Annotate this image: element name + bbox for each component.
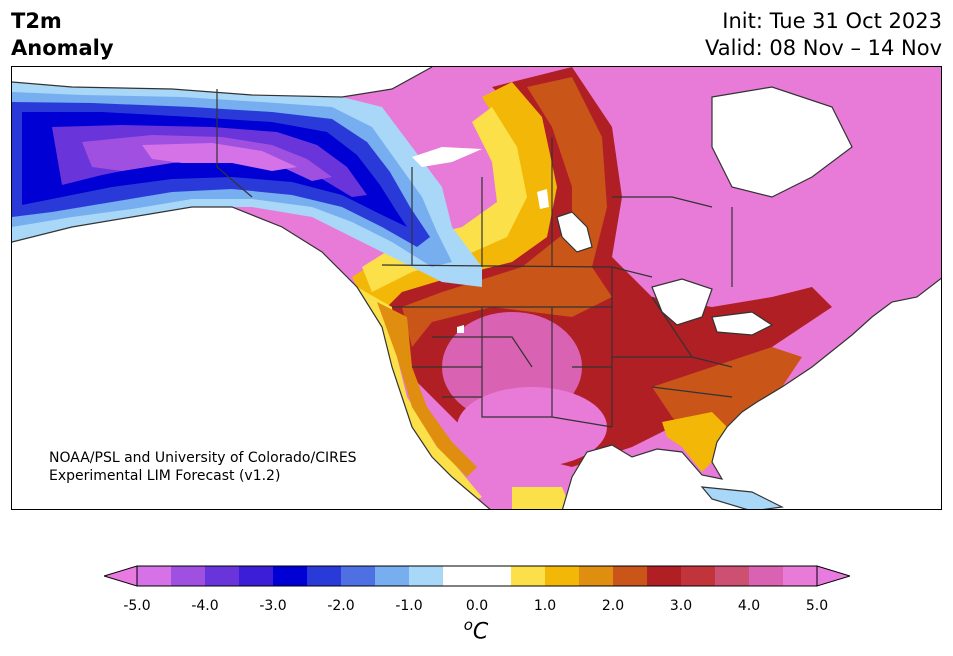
forecast-dates: Init: Tue 31 Oct 2023 Valid: 08 Nov – 14…: [705, 8, 942, 62]
colorbar-swatch: [341, 566, 376, 586]
colorbar-swatch: [715, 566, 750, 586]
colorbar-tick-label: -5.0: [123, 598, 151, 614]
colorbar-tick-label: 4.0: [737, 598, 761, 614]
valid-dates: Valid: 08 Nov – 14 Nov: [705, 36, 942, 60]
colorbar-unit: oC: [464, 616, 489, 644]
colorbar-tick-label: 1.0: [533, 598, 557, 614]
colorbar-tick-label: -4.0: [191, 598, 219, 614]
colorbar-swatch: [749, 566, 784, 586]
colorbar-swatch: [375, 566, 410, 586]
attribution-line-1: NOAA/PSL and University of Colorado/CIRE…: [49, 450, 357, 466]
anomaly-map: [11, 66, 942, 510]
colorbar-swatch: [205, 566, 240, 586]
colorbar: [104, 565, 850, 587]
colorbar-swatch: [273, 566, 308, 586]
colorbar-swatch: [409, 566, 444, 586]
colorbar-swatch: [681, 566, 716, 586]
colorbar-swatch: [239, 566, 274, 586]
attribution-text: NOAA/PSL and University of Colorado/CIRE…: [49, 449, 357, 485]
colorbar-swatch: [783, 566, 818, 586]
colorbar-swatch: [307, 566, 342, 586]
colorbar-swatch: [171, 566, 206, 586]
colorbar-tick-label: -1.0: [395, 598, 423, 614]
colorbar-extend-min: [104, 565, 138, 587]
map-title: T2m Anomaly: [11, 9, 114, 60]
colorbar-swatch: [477, 566, 512, 586]
colorbar-tick-label: 3.0: [669, 598, 693, 614]
colorbar-swatch: [443, 566, 478, 586]
colorbar-tick-label: 0.0: [465, 598, 489, 614]
colorbar-swatch: [137, 566, 172, 586]
colorbar-swatch: [613, 566, 648, 586]
colorbar-tick-label: 5.0: [805, 598, 829, 614]
colorbar-tick-label: 2.0: [601, 598, 625, 614]
colorbar-swatch: [545, 566, 580, 586]
colorbar-extend-max: [816, 565, 850, 587]
init-date: Init: Tue 31 Oct 2023: [722, 9, 942, 33]
unit-degree-symbol: o: [463, 616, 473, 634]
colorbar-tick-label: -2.0: [327, 598, 355, 614]
unit-letter: C: [472, 619, 489, 645]
anomaly-map-canvas: [12, 67, 941, 509]
colorbar-swatch: [511, 566, 546, 586]
colorbar-swatch: [579, 566, 614, 586]
colorbar-border: [136, 565, 818, 587]
colorbar-tick-label: -3.0: [259, 598, 287, 614]
colorbar-swatch: [647, 566, 682, 586]
attribution-line-2: Experimental LIM Forecast (v1.2): [49, 468, 281, 484]
